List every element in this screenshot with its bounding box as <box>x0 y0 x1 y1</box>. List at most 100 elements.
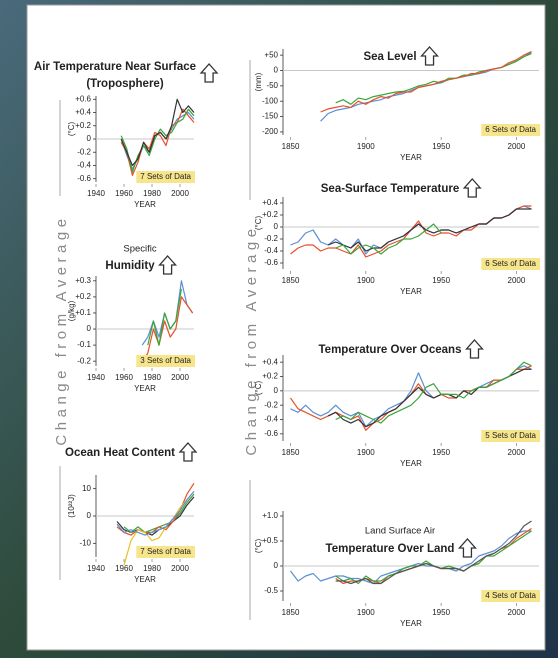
x-tick-label: 1980 <box>143 189 161 198</box>
series-line <box>335 223 442 255</box>
annotation-box <box>136 546 195 558</box>
y-tick-label: 0 <box>87 511 92 520</box>
y-tick-label: +0.2 <box>75 121 91 130</box>
x-tick-label: 1980 <box>143 564 161 573</box>
arrow-icon <box>158 255 178 275</box>
x-tick-label: 2000 <box>508 142 526 151</box>
y-tick-label: 0 <box>87 324 92 333</box>
y-axis-label: (g/kg) <box>67 300 76 321</box>
x-tick-label: 1960 <box>115 564 133 573</box>
y-tick-label: +50 <box>264 50 278 59</box>
x-tick-label: 1950 <box>432 608 450 617</box>
x-tick-label: 1980 <box>143 373 161 382</box>
y-tick-label: +0.6 <box>75 94 91 103</box>
y-tick-label: 0 <box>274 561 279 570</box>
y-axis-label: (°C) <box>254 381 263 396</box>
annotation-box <box>481 124 540 136</box>
chart-title: Humidity <box>105 260 155 272</box>
y-tick-label: +0.4 <box>75 108 91 117</box>
arrow-icon <box>457 538 477 558</box>
x-tick-label: 1950 <box>432 448 450 457</box>
y-tick-label: -0.6 <box>264 258 278 267</box>
series-line <box>335 361 532 424</box>
y-tick-label: +0.5 <box>262 536 278 545</box>
y-tick-label: 0 <box>274 222 279 231</box>
series-line <box>335 520 532 585</box>
series-line <box>120 98 195 167</box>
series-line <box>141 296 194 362</box>
x-axis-label: YEAR <box>134 384 156 393</box>
chart-title: Air Temperature Near Surface <box>34 61 196 73</box>
y-tick-label: -0.6 <box>264 429 278 438</box>
x-tick-label: 1900 <box>357 276 375 285</box>
chart-title: Temperature Over Oceans <box>319 344 462 356</box>
x-tick-label: 1850 <box>282 142 300 151</box>
y-tick-label: -0.5 <box>264 586 278 595</box>
x-tick-label: 2000 <box>508 448 526 457</box>
series-line <box>320 50 532 113</box>
x-tick-label: 2000 <box>171 373 189 382</box>
y-tick-label: -0.2 <box>264 400 278 409</box>
x-tick-label: 2000 <box>171 564 189 573</box>
arrow-icon <box>178 442 198 462</box>
x-tick-label: 1950 <box>432 142 450 151</box>
x-axis-label: YEAR <box>400 287 422 296</box>
y-tick-label: +0.1 <box>75 308 91 317</box>
x-axis-label: YEAR <box>134 200 156 209</box>
y-tick-label: -200 <box>262 127 279 136</box>
annotation: 5 Sets of Data <box>485 431 536 440</box>
annotation-box <box>481 258 540 270</box>
y-axis-label: (°C) <box>67 122 76 137</box>
annotation-box <box>136 355 195 367</box>
y-tick-label: -150 <box>262 112 279 121</box>
x-tick-label: 1850 <box>282 608 300 617</box>
x-tick-label: 2000 <box>508 276 526 285</box>
arrow-icon <box>462 178 482 198</box>
arrow-icon <box>420 46 439 66</box>
x-tick-label: 1950 <box>432 276 450 285</box>
annotation: 6 Sets of Data <box>485 125 536 134</box>
annotation-box <box>481 590 540 602</box>
x-tick-label: 1900 <box>357 448 375 457</box>
annotation: 7 Sets of Data <box>140 547 191 556</box>
annotation: 3 Sets of Data <box>140 356 191 365</box>
side-label: Change from Average <box>53 214 70 445</box>
x-tick-label: 1900 <box>357 608 375 617</box>
chart-title: Temperature Over Land <box>326 543 455 555</box>
chart-title: (Troposphere) <box>86 78 163 90</box>
arrow-icon <box>465 339 484 359</box>
y-axis-label: (°C) <box>254 539 263 554</box>
y-tick-label: +0.3 <box>75 276 91 285</box>
y-tick-label: 10 <box>82 484 91 493</box>
x-tick-label: 1940 <box>87 564 105 573</box>
x-tick-label: 1940 <box>87 373 105 382</box>
y-tick-label: -0.4 <box>264 246 278 255</box>
y-tick-label: -0.2 <box>77 356 91 365</box>
chart-title: Sea-Surface Temperature <box>321 183 459 195</box>
y-axis-label: (°C) <box>254 216 263 231</box>
y-tick-label: -10 <box>79 538 91 547</box>
card <box>26 4 546 651</box>
x-tick-label: 2000 <box>171 189 189 198</box>
chart-pretitle: Specific <box>123 244 157 255</box>
y-tick-label: -0.6 <box>77 174 91 183</box>
y-tick-label: -100 <box>262 96 279 105</box>
x-tick-label: 1850 <box>282 276 300 285</box>
y-tick-label: -0.4 <box>77 161 91 170</box>
y-tick-label: +0.2 <box>262 210 278 219</box>
arrow-icon <box>199 63 219 83</box>
y-tick-label: +1.0 <box>262 511 278 520</box>
annotation-box <box>136 171 195 183</box>
y-tick-label: -0.4 <box>264 415 278 424</box>
x-tick-label: 1900 <box>357 142 375 151</box>
annotation: 4 Sets of Data <box>485 591 536 600</box>
y-tick-label: -0.2 <box>77 147 91 156</box>
chart-pretitle: Land Surface Air <box>365 526 435 537</box>
annotation-box <box>481 430 540 442</box>
x-axis-label: YEAR <box>400 459 422 468</box>
y-tick-label: +0.2 <box>75 292 91 301</box>
y-tick-label: +0.4 <box>262 198 278 207</box>
series-line <box>147 288 182 346</box>
series-line <box>116 491 195 536</box>
